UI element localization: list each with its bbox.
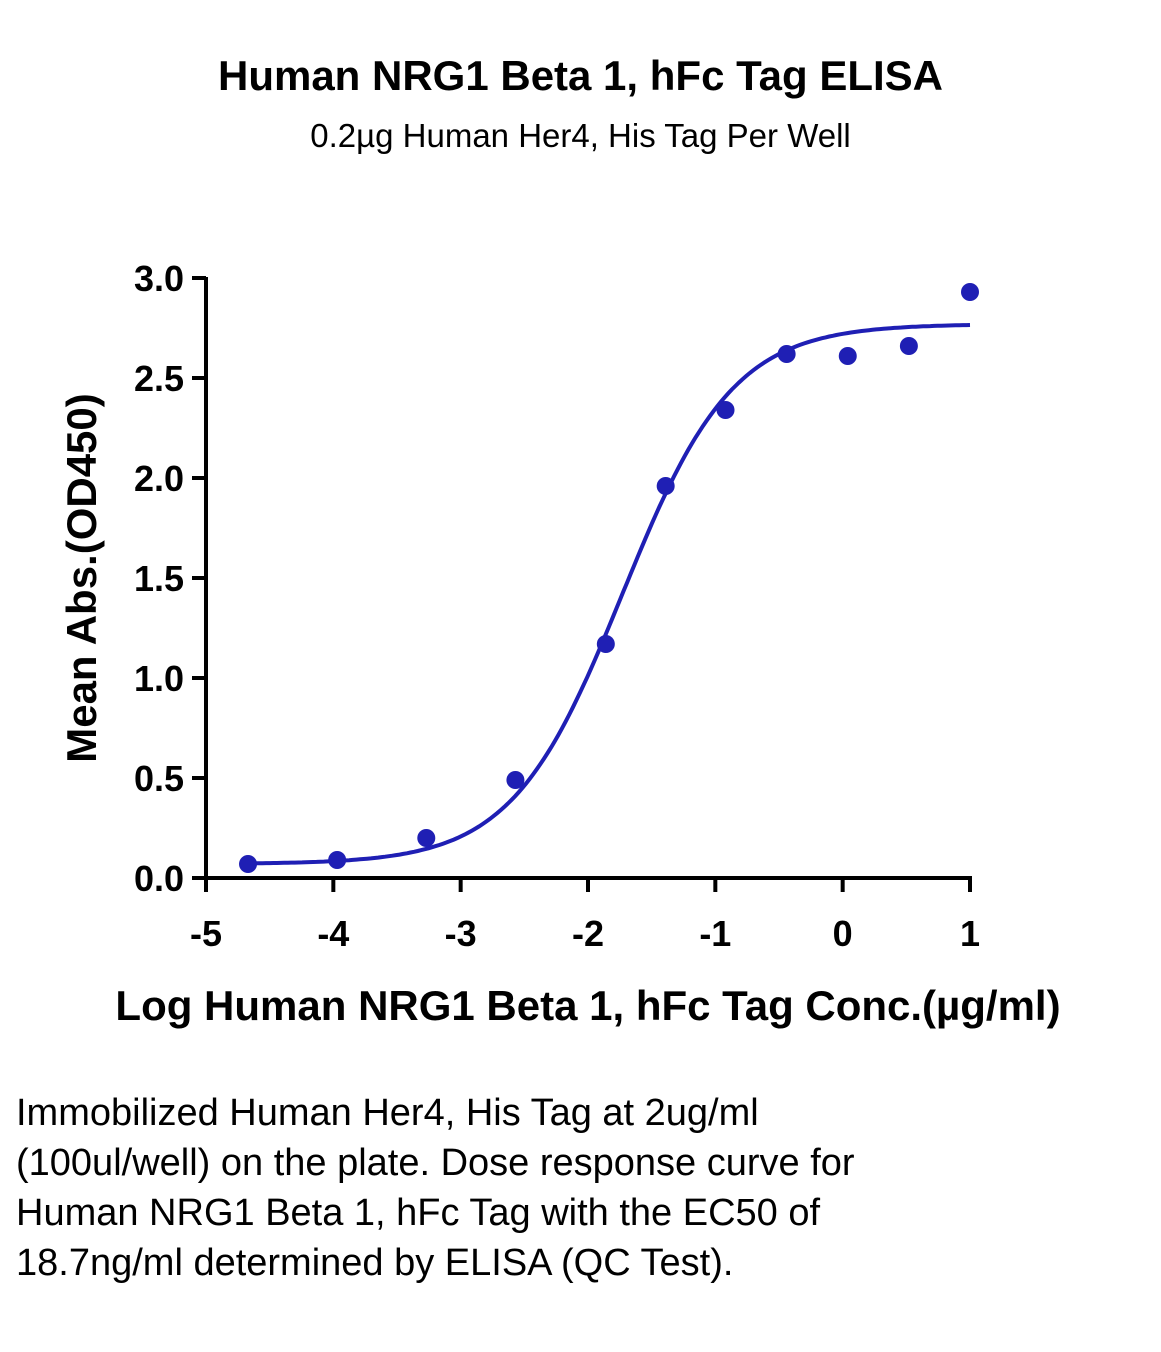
x-tick-label: -3	[445, 913, 477, 954]
chart-subtitle: 0.2µg Human Her4, His Tag Per Well	[310, 117, 851, 154]
data-point	[838, 347, 857, 365]
chart-title: Human NRG1 Beta 1, hFc Tag ELISA	[217, 52, 943, 99]
x-tick-label: -1	[699, 913, 731, 954]
data-point	[777, 345, 796, 363]
data-point	[961, 283, 979, 301]
y-tick-label: 1.5	[134, 558, 184, 599]
y-axis-label: Mean Abs.(OD450)	[58, 393, 105, 763]
data-point	[596, 635, 615, 653]
x-axis-ticks: -5 -4 -3 -2 -1 0 1	[190, 878, 980, 954]
y-tick-label: 0.5	[134, 758, 184, 799]
x-tick-label: -5	[190, 913, 222, 954]
data-point	[239, 855, 258, 873]
y-tick-label: 0.0	[134, 858, 184, 899]
fit-curve-line	[247, 323, 971, 866]
y-axis-ticks: 0.0 0.5 1.0 1.5 2.0 2.5 3.0	[134, 258, 206, 899]
elisa-chart: -5 -4 -3 -2 -1 0 1 0.0 0.5 1.0 1.5 2.0 2.5 3.0 Log H…	[58, 258, 1061, 1029]
data-point	[417, 829, 436, 847]
data-point	[656, 477, 675, 495]
y-tick-label: 2.5	[134, 358, 184, 399]
data-point	[716, 401, 735, 419]
x-tick-label: -4	[317, 913, 349, 954]
x-axis-label: Log Human NRG1 Beta 1, hFc Tag Conc.(µg/…	[115, 982, 1060, 1029]
data-point	[899, 337, 918, 355]
data-point	[506, 771, 525, 789]
x-tick-label: -2	[572, 913, 604, 954]
x-tick-label: 1	[960, 913, 980, 954]
data-points	[239, 283, 979, 873]
y-tick-label: 2.0	[134, 458, 184, 499]
axes	[204, 277, 972, 880]
y-tick-label: 3.0	[134, 258, 184, 299]
data-point	[328, 851, 347, 869]
figure-caption: Immobilized Human Her4, His Tag at 2ug/m…	[16, 1092, 855, 1284]
y-tick-label: 1.0	[134, 658, 184, 699]
x-tick-label: 0	[833, 913, 853, 954]
